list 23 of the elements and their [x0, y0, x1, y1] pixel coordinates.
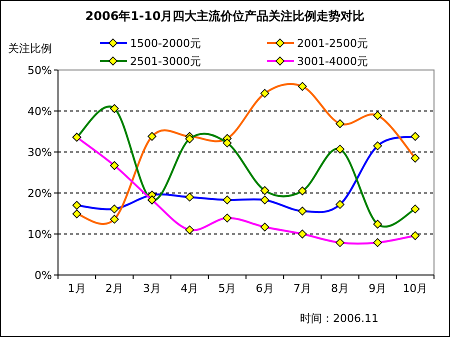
- x-tick-label: 8月: [331, 282, 349, 295]
- x-tick-label: 1月: [68, 282, 86, 295]
- x-tick-label: 5月: [218, 282, 236, 295]
- x-tick-label: 9月: [368, 282, 387, 295]
- legend-label: 2501-3000元: [130, 55, 201, 68]
- legend-label: 3001-4000元: [297, 55, 368, 68]
- x-tick-label: 7月: [293, 282, 312, 295]
- x-tick-label: 2月: [105, 282, 124, 295]
- y-tick-label: 0%: [34, 269, 52, 282]
- y-tick-label: 20%: [28, 187, 52, 200]
- chart-title: 2006年1-10月四大主流价位产品关注比例走势对比: [85, 9, 365, 23]
- y-tick-label: 50%: [28, 64, 52, 77]
- x-tick-label: 10月: [402, 282, 428, 295]
- x-tick-label: 4月: [180, 282, 199, 295]
- y-axis-title: 关注比例: [8, 42, 52, 55]
- text: 时间：2006.11: [300, 312, 378, 325]
- x-tick-label: 3月: [143, 282, 161, 295]
- y-tick-label: 30%: [28, 146, 52, 159]
- legend-label: 1500-2000元: [130, 37, 201, 50]
- legend-label: 2001-2500元: [297, 37, 368, 50]
- x-tick-label: 6月: [256, 282, 274, 295]
- y-tick-label: 40%: [28, 105, 52, 118]
- y-tick-label: 10%: [28, 228, 52, 241]
